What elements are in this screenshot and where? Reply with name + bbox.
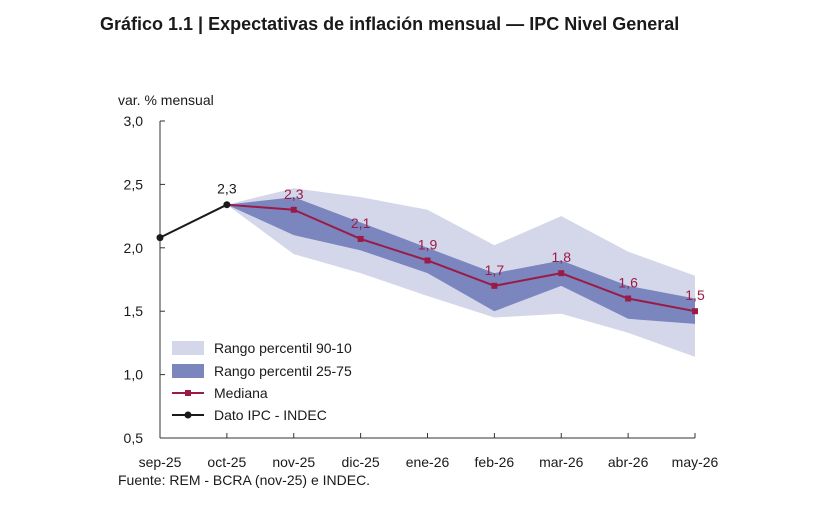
mediana-data-label: 1,9 <box>418 236 438 252</box>
y-tick-label: 1,5 <box>124 303 144 319</box>
mediana-data-label: 1,6 <box>618 275 638 291</box>
legend-label: Rango percentil 25-75 <box>214 363 352 379</box>
mediana-data-label: 1,5 <box>685 287 705 303</box>
legend-swatch-p90-10 <box>172 341 204 355</box>
mediana-point <box>558 270 565 277</box>
y-axis-label: var. % mensual <box>118 92 214 108</box>
legend-label: Mediana <box>214 385 268 401</box>
y-tick-label: 0,5 <box>124 430 144 446</box>
x-tick-label: sep-25 <box>139 454 182 470</box>
mediana-point <box>424 257 431 264</box>
points-layer <box>156 201 698 315</box>
lines-layer <box>159 203 696 313</box>
mediana-data-label: 1,8 <box>552 249 572 265</box>
mediana-line <box>226 203 696 313</box>
legend-swatch-p25-75 <box>172 364 204 378</box>
mediana-data-label: 2,3 <box>284 186 304 202</box>
mediana-point <box>625 295 632 302</box>
ipc-point <box>223 201 231 209</box>
mediana-point <box>692 308 698 315</box>
mediana-point <box>357 235 364 242</box>
legend-swatch-mediana-marker <box>185 390 191 396</box>
x-tick-label: nov-25 <box>272 454 315 470</box>
legend-label: Rango percentil 90-10 <box>214 340 352 356</box>
x-tick-label: dic-25 <box>342 454 380 470</box>
axes-layer: var. % mensual 0,5 1,0 1,5 2,0 2,5 3,0 sep-25 oc… <box>118 92 719 470</box>
legend: Rango percentil 90-10 Rango percentil 25-… <box>172 340 352 423</box>
x-tick-label: ene-26 <box>406 454 450 470</box>
chart-title: Gráfico 1.1 | Expectativas de inflación … <box>100 14 680 34</box>
legend-label: Dato IPC - INDEC <box>214 407 327 423</box>
mediana-point <box>491 282 498 289</box>
legend-swatch-ipc-marker <box>184 411 192 419</box>
data-labels-layer: 2,3 2,3 2,1 1,9 1,7 1,8 1,6 1,5 <box>217 181 705 304</box>
y-tick-label: 1,0 <box>124 367 144 383</box>
x-tick-label: oct-25 <box>207 454 246 470</box>
ipc-line <box>159 203 228 239</box>
x-tick-label: feb-26 <box>475 454 515 470</box>
mediana-data-label: 2,1 <box>351 215 371 231</box>
x-tick-label: may-26 <box>672 454 719 470</box>
x-tick-label: mar-26 <box>539 454 584 470</box>
y-tick-label: 2,0 <box>124 240 144 256</box>
mediana-point <box>290 206 297 213</box>
y-tick-label: 2,5 <box>124 176 144 192</box>
ipc-point <box>156 234 164 242</box>
ipc-data-label: 2,3 <box>217 181 237 197</box>
x-tick-label: abr-26 <box>608 454 649 470</box>
mediana-data-label: 1,7 <box>485 262 505 278</box>
y-tick-label: 3,0 <box>124 113 144 129</box>
source-note: Fuente: REM - BCRA (nov-25) e INDEC. <box>118 472 371 488</box>
band-p25-75 <box>226 197 695 324</box>
